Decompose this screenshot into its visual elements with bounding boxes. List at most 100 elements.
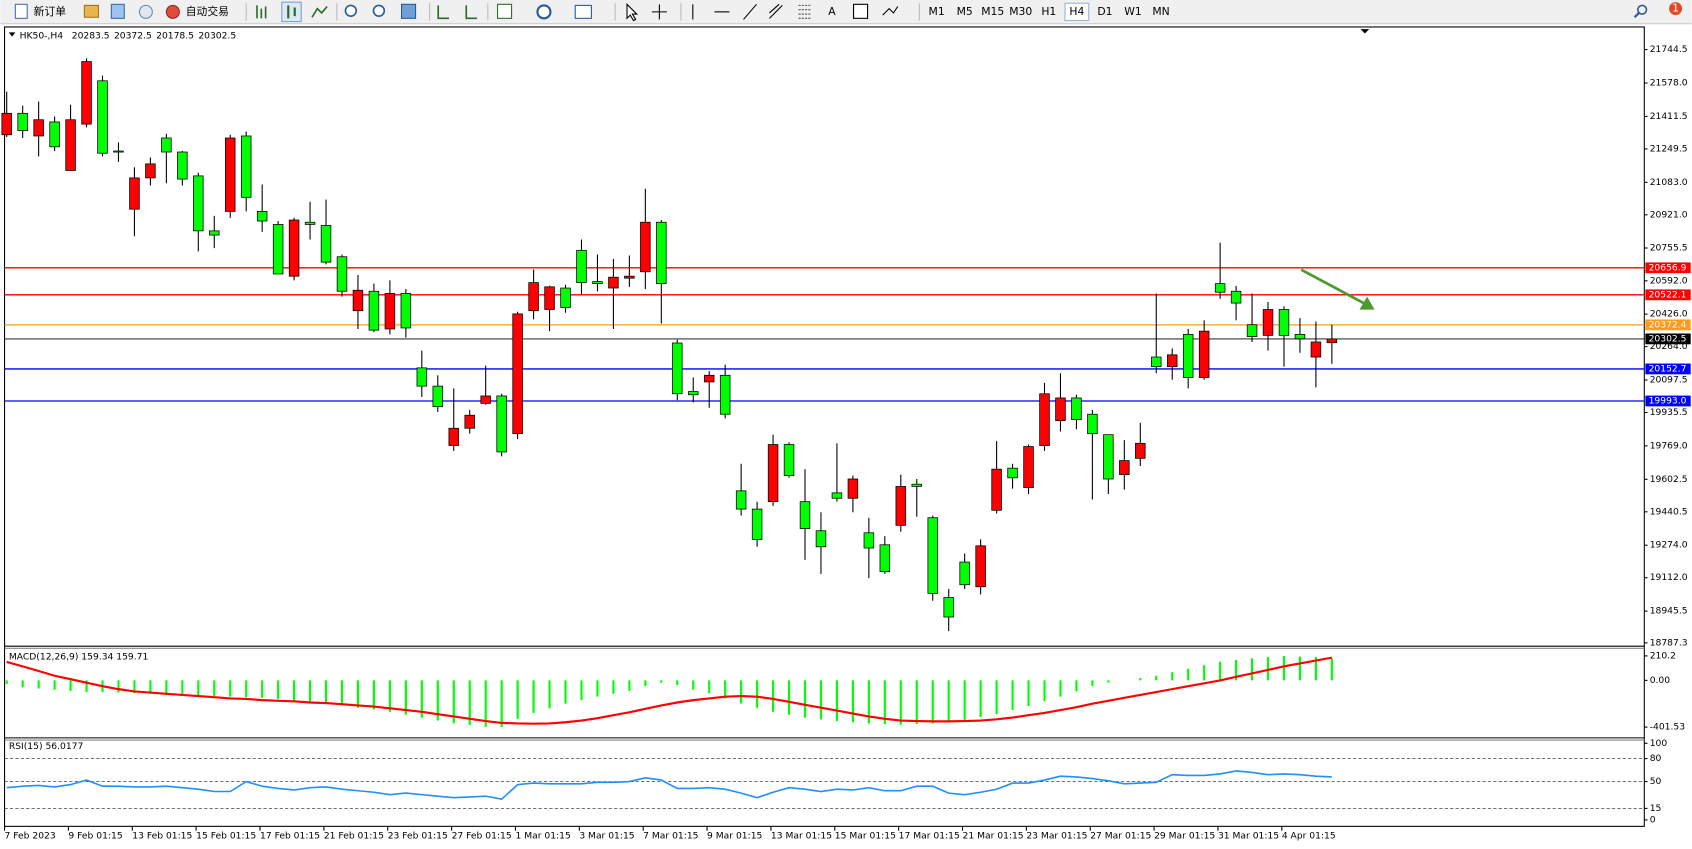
auto-trading-button[interactable]: 自动交易 — [186, 5, 229, 18]
notification-badge[interactable] — [1669, 2, 1683, 16]
candle-body — [735, 490, 747, 510]
candle-body — [1055, 397, 1066, 422]
search-icon[interactable] — [1637, 4, 1648, 15]
candle-body — [1039, 393, 1050, 446]
fibonacci-tool[interactable] — [798, 4, 812, 19]
label-tool[interactable] — [853, 3, 869, 19]
y-tick-label: -401.53 — [1650, 722, 1686, 733]
level-price-box — [1645, 363, 1691, 375]
x-tick-label: 27 Feb 01:15 — [452, 831, 512, 842]
text-tool[interactable]: A — [828, 5, 836, 18]
trendline-tool[interactable] — [743, 3, 757, 20]
header-value: 20372.5 — [114, 30, 152, 41]
timeframe-button[interactable]: H1 — [1041, 5, 1056, 18]
cursor-icon[interactable] — [626, 3, 639, 22]
macd-signal-line — [6, 656, 1333, 725]
candle-body — [911, 483, 923, 487]
candle-body — [991, 468, 1002, 511]
bar-chart-icon[interactable] — [256, 5, 267, 19]
candle-body — [496, 395, 507, 453]
candle-body — [145, 163, 156, 179]
candle-body — [1, 112, 12, 136]
y-tick-label: 20426.0 — [1650, 309, 1688, 320]
candle-body — [847, 478, 859, 499]
candle-body — [432, 385, 444, 407]
level-price-box — [1645, 262, 1691, 274]
line-chart-icon[interactable] — [311, 5, 328, 18]
y-tick-label: 19440.5 — [1650, 506, 1688, 517]
candle-body — [1310, 341, 1322, 358]
candle-body — [464, 414, 475, 429]
y-tick-label: 0.00 — [1650, 675, 1671, 686]
candle-body — [703, 374, 715, 383]
candle-body — [33, 119, 44, 137]
candle-body — [831, 492, 843, 499]
candle-body — [879, 544, 891, 573]
chart-menu-arrow[interactable] — [8, 32, 16, 37]
y-tick-label: 21744.5 — [1650, 44, 1688, 55]
timeframe-button[interactable]: W1 — [1124, 5, 1142, 18]
search-icon-handle — [1633, 12, 1640, 19]
candle-body — [1294, 333, 1306, 340]
autoscroll-icon[interactable] — [437, 5, 450, 20]
toolbar-icon[interactable] — [83, 4, 99, 18]
y-tick-label: 19274.0 — [1650, 540, 1688, 551]
candle-body — [209, 230, 220, 236]
y-tick-label: 21249.5 — [1650, 143, 1688, 154]
timeframe-button[interactable]: M30 — [1009, 5, 1032, 18]
x-tick-label: 17 Mar 01:15 — [899, 831, 960, 842]
candle-body — [81, 61, 92, 125]
x-tick-label: 1 Mar 01:15 — [515, 831, 570, 842]
candle-body — [528, 282, 539, 312]
x-tick-label: 3 Mar 01:15 — [579, 831, 634, 842]
chart-shift-icon[interactable] — [465, 5, 478, 20]
timeframe-button[interactable]: H4 — [1069, 5, 1084, 18]
candle-body — [751, 508, 763, 540]
candle-body — [815, 530, 827, 548]
candle-body — [177, 151, 188, 180]
indicators-icon[interactable] — [497, 3, 513, 19]
header-value: HK50-,H4 — [20, 30, 64, 41]
chart-header: HK50-,H4 20283.5 20372.5 20178.5 20302.5 — [20, 30, 237, 41]
zoom-out-icon[interactable] — [372, 4, 386, 17]
candle-body — [304, 221, 316, 225]
y-tick-label: 100 — [1650, 738, 1668, 749]
new-order-button[interactable]: 新订单 — [34, 5, 67, 18]
candle-body — [624, 275, 635, 279]
candle-body — [1087, 413, 1098, 435]
tile-icon[interactable] — [401, 3, 417, 19]
crosshair-icon[interactable] — [651, 4, 667, 20]
candle-body — [1230, 290, 1242, 304]
candle-body — [49, 121, 60, 148]
periods-icon[interactable] — [536, 4, 552, 20]
toolbar-icon[interactable] — [110, 3, 125, 19]
x-tick-label: 13 Mar 01:15 — [771, 831, 832, 842]
candle-chart-button[interactable] — [281, 1, 302, 23]
timeframe-button[interactable]: M15 — [981, 5, 1004, 18]
y-tick-label: 20755.5 — [1650, 243, 1688, 254]
timeframe-button[interactable]: M1 — [929, 5, 945, 18]
timeframe-button[interactable]: MN — [1152, 5, 1169, 18]
toolbar-icon[interactable] — [138, 4, 153, 19]
channel-tool[interactable] — [769, 3, 783, 19]
annotation-arrowhead — [1359, 296, 1375, 310]
y-tick-label: 18945.5 — [1650, 606, 1688, 617]
arrow-tool[interactable] — [882, 6, 899, 16]
indicator-title: MACD(12,26,9) 159.34 159.71 — [9, 651, 148, 662]
x-tick-label: 9 Feb 01:15 — [68, 831, 122, 842]
candle-body — [161, 137, 172, 153]
y-tick-label: 20097.5 — [1650, 375, 1688, 386]
indicator-title: RSI(15) 56.0177 — [9, 741, 84, 752]
candle-body — [97, 80, 108, 154]
timeframe-button[interactable]: M5 — [957, 5, 973, 18]
candle-body — [1166, 354, 1178, 368]
candle-body — [480, 395, 491, 404]
candle-body — [1278, 309, 1290, 336]
level-price-label: 20656.9 — [1649, 262, 1687, 273]
templates-icon[interactable] — [574, 4, 592, 19]
zoom-in-icon[interactable] — [344, 4, 358, 17]
y-tick-label: 20921.0 — [1650, 209, 1688, 220]
timeframe-button[interactable]: D1 — [1097, 5, 1112, 18]
toolbar: 新订单 自动交易 A 1 — [0, 0, 1692, 25]
